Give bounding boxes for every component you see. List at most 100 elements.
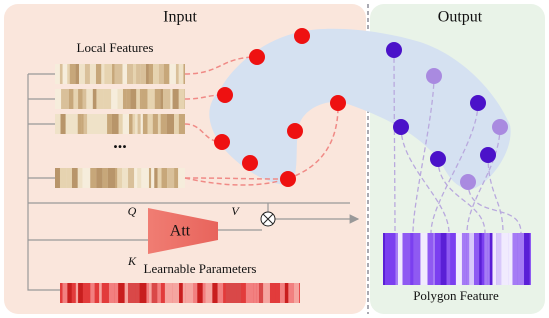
stripe — [395, 233, 398, 285]
input-vertex — [280, 171, 296, 187]
stripe — [90, 168, 96, 188]
stripe — [487, 233, 490, 285]
stripe — [530, 233, 531, 285]
ellipsis: ... — [113, 132, 127, 152]
stripe — [115, 64, 123, 84]
stripe — [96, 64, 101, 84]
stripe — [87, 114, 94, 134]
stripe — [125, 283, 128, 303]
polygon-feature-label: Polygon Feature — [413, 288, 499, 303]
stripe — [183, 283, 186, 303]
stripe — [524, 233, 530, 285]
stripe — [96, 89, 103, 109]
stripe — [496, 233, 501, 285]
stripe — [230, 283, 237, 303]
stripe — [237, 283, 242, 303]
stripe — [174, 114, 179, 134]
stripe — [159, 64, 164, 84]
stripe — [138, 114, 141, 134]
stripe — [99, 283, 102, 303]
stripe — [447, 233, 451, 285]
stripe — [83, 89, 87, 109]
stripe — [141, 64, 146, 84]
stripe — [212, 283, 217, 303]
stripe — [467, 233, 469, 285]
stripe — [142, 89, 148, 109]
stripe — [149, 283, 152, 303]
stripe — [385, 233, 390, 285]
k-label: K — [127, 254, 137, 268]
stripe — [55, 64, 60, 84]
stripe — [149, 64, 153, 84]
stripe — [118, 89, 123, 109]
stripe — [58, 114, 60, 134]
stripe — [197, 283, 202, 303]
stripe — [167, 114, 174, 134]
stripe — [263, 283, 270, 303]
stripe — [218, 283, 224, 303]
stripe — [66, 114, 73, 134]
output-vertex — [492, 119, 508, 135]
stripe — [123, 89, 127, 109]
stripe — [55, 168, 60, 188]
stripe — [67, 168, 72, 188]
learnable-parameters-label: Learnable Parameters — [144, 261, 257, 276]
stripe — [103, 114, 107, 134]
stripe — [193, 283, 197, 303]
stripe — [167, 168, 174, 188]
input-vertex — [287, 123, 303, 139]
stripe — [70, 64, 76, 84]
stripe — [86, 89, 92, 109]
stripe — [151, 168, 154, 188]
stripe — [150, 89, 155, 109]
output-title: Output — [438, 9, 483, 26]
stripe — [75, 64, 79, 84]
stripe — [490, 233, 493, 285]
stripe — [134, 168, 137, 188]
stripe — [165, 283, 173, 303]
stripe — [492, 233, 496, 285]
stripe — [73, 114, 78, 134]
stripe — [135, 114, 137, 134]
stripe — [108, 168, 115, 188]
stripe — [133, 114, 135, 134]
diagram: Input Output Local Features ... Att Q V … — [0, 0, 549, 318]
stripe — [55, 114, 58, 134]
stripe — [186, 283, 194, 303]
stripe — [97, 114, 103, 134]
stripe — [152, 283, 158, 303]
input-vertex — [330, 95, 346, 111]
stripe — [441, 233, 447, 285]
stripe — [484, 233, 487, 285]
stripe — [153, 64, 155, 84]
stripe — [450, 233, 456, 285]
stripe — [133, 64, 136, 84]
stripe — [179, 64, 184, 84]
stripe — [164, 64, 170, 84]
stripe — [104, 64, 112, 84]
stripe — [72, 283, 76, 303]
stripe — [93, 89, 97, 109]
stripe — [129, 114, 133, 134]
stripe — [179, 89, 185, 109]
stripe — [90, 64, 96, 84]
stripe — [160, 89, 163, 109]
stripe — [464, 233, 467, 285]
stripe — [456, 233, 462, 285]
stripe — [67, 283, 71, 303]
stripe — [257, 283, 259, 303]
local-features-label: Local Features — [77, 40, 154, 55]
stripe — [60, 168, 67, 188]
stripe — [398, 233, 403, 285]
stripe — [122, 168, 128, 188]
output-vertex — [426, 68, 442, 84]
stripe — [95, 283, 99, 303]
stripe — [141, 168, 149, 188]
stripe — [413, 233, 420, 285]
stripe — [146, 283, 149, 303]
stripe — [163, 89, 170, 109]
stripe — [172, 283, 179, 303]
stripe — [78, 168, 83, 188]
stripe — [69, 89, 74, 109]
output-vertex — [470, 95, 486, 111]
